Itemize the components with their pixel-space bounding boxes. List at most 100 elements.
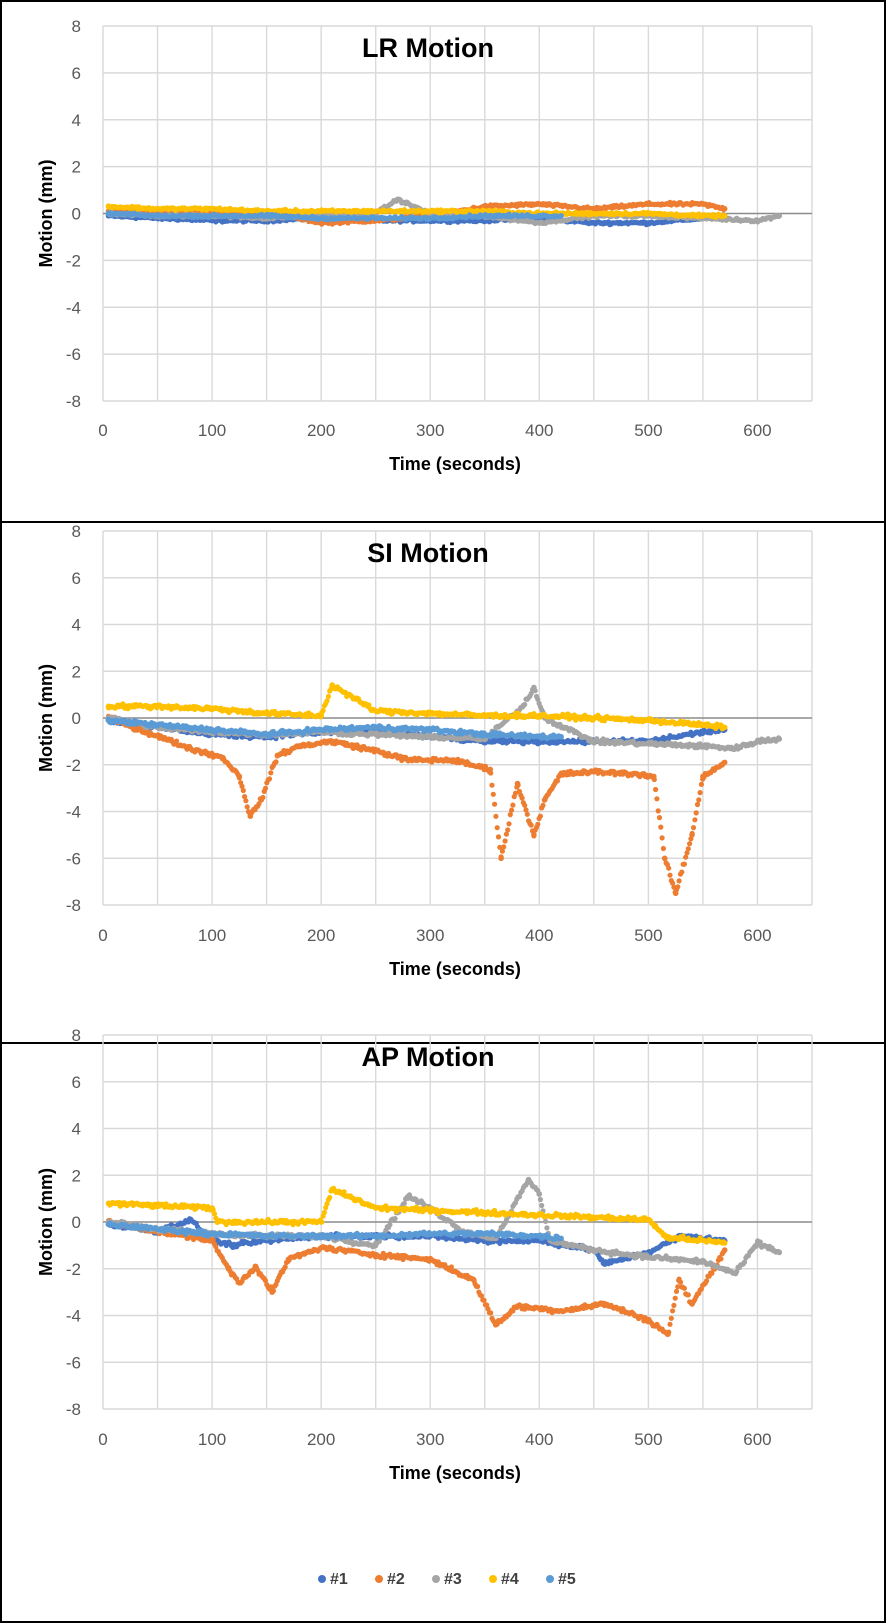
- data-point: [694, 801, 701, 808]
- data-point: [268, 770, 274, 776]
- data-point: [372, 208, 379, 214]
- data-point: [721, 206, 728, 212]
- y-tick-label: 0: [72, 205, 81, 224]
- data-point: [558, 771, 564, 777]
- data-point: [372, 215, 379, 221]
- data-point: [536, 220, 543, 226]
- y-tick-label: -8: [66, 896, 81, 915]
- data-point: [507, 812, 513, 818]
- y-tick-label: -6: [66, 849, 81, 868]
- data-point: [693, 810, 699, 816]
- y-tick-label: -2: [66, 251, 81, 270]
- y-tick-label: 2: [72, 662, 81, 681]
- lr-chart-title: LR Motion: [362, 33, 494, 63]
- data-point: [498, 855, 504, 862]
- data-point: [209, 206, 215, 212]
- y-tick-label: -2: [66, 756, 81, 775]
- data-point: [514, 780, 521, 787]
- data-point: [721, 759, 728, 766]
- data-point: [372, 731, 379, 738]
- x-tick-label: 0: [98, 926, 107, 945]
- y-axis-title: Motion (mm): [36, 160, 56, 268]
- data-point: [634, 771, 641, 777]
- x-tick-label: 500: [634, 421, 662, 440]
- y-tick-label: 8: [72, 522, 81, 541]
- data-point: [645, 717, 652, 724]
- data-point: [274, 752, 281, 759]
- data-point: [653, 786, 659, 793]
- data-point: [776, 213, 783, 219]
- data-point: [536, 712, 543, 719]
- data-point: [681, 861, 688, 867]
- x-tick-label: 600: [743, 421, 771, 440]
- data-point: [591, 715, 597, 721]
- data-point: [675, 884, 681, 890]
- data-point: [523, 807, 529, 813]
- x-tick-label: 100: [198, 926, 226, 945]
- data-point: [266, 776, 273, 782]
- data-point: [296, 743, 303, 749]
- data-point: [558, 213, 564, 219]
- data-point: [535, 821, 541, 827]
- y-tick-label: -4: [66, 298, 81, 317]
- data-point: [482, 712, 488, 719]
- data-point: [243, 798, 249, 804]
- data-point: [105, 210, 112, 217]
- data-point: [522, 802, 528, 808]
- data-point: [487, 766, 494, 773]
- data-point: [531, 684, 537, 691]
- data-point: [645, 201, 652, 207]
- series-4-points: [105, 203, 728, 220]
- data-point: [542, 797, 548, 803]
- data-point: [700, 773, 706, 780]
- data-point: [372, 747, 379, 754]
- data-point: [732, 745, 739, 752]
- x-tick-label: 100: [198, 421, 226, 440]
- data-point: [651, 773, 657, 780]
- data-point: [492, 801, 498, 807]
- data-point: [672, 890, 679, 897]
- data-point: [690, 825, 697, 831]
- x-tick-label: 500: [634, 926, 662, 945]
- data-point: [318, 215, 325, 221]
- data-point: [482, 213, 488, 219]
- data-point: [154, 206, 161, 212]
- data-point: [591, 738, 597, 745]
- data-point: [519, 795, 525, 801]
- y-tick-label: 6: [72, 569, 81, 588]
- data-point: [645, 220, 652, 226]
- data-point: [654, 796, 660, 802]
- data-point: [154, 703, 161, 710]
- data-point: [687, 841, 693, 847]
- data-point: [700, 201, 706, 207]
- x-axis-title: Time (seconds): [389, 959, 521, 979]
- data-point: [258, 797, 265, 803]
- y-tick-label: 4: [72, 616, 81, 635]
- data-point: [209, 705, 215, 712]
- data-point: [372, 708, 379, 714]
- data-point: [209, 726, 215, 733]
- data-point: [697, 790, 703, 796]
- x-tick-label: 600: [743, 926, 771, 945]
- data-point: [666, 865, 672, 871]
- data-point: [700, 213, 706, 219]
- data-point: [154, 722, 161, 728]
- data-point: [698, 781, 705, 788]
- data-point: [209, 213, 215, 219]
- data-point: [645, 210, 652, 217]
- y-tick-label: -6: [66, 345, 81, 364]
- y-tick-label: 4: [72, 111, 81, 130]
- data-point: [536, 213, 543, 219]
- y-tick-label: 8: [72, 17, 81, 36]
- data-point: [482, 731, 488, 738]
- data-point: [591, 769, 597, 775]
- data-point: [427, 733, 434, 740]
- x-tick-label: 200: [307, 926, 335, 945]
- data-point: [449, 757, 455, 763]
- data-point: [591, 206, 597, 212]
- data-point: [754, 738, 761, 745]
- x-tick-label: 400: [525, 926, 553, 945]
- data-point: [700, 743, 706, 749]
- panel-frame-ap: [0, 1042, 886, 1623]
